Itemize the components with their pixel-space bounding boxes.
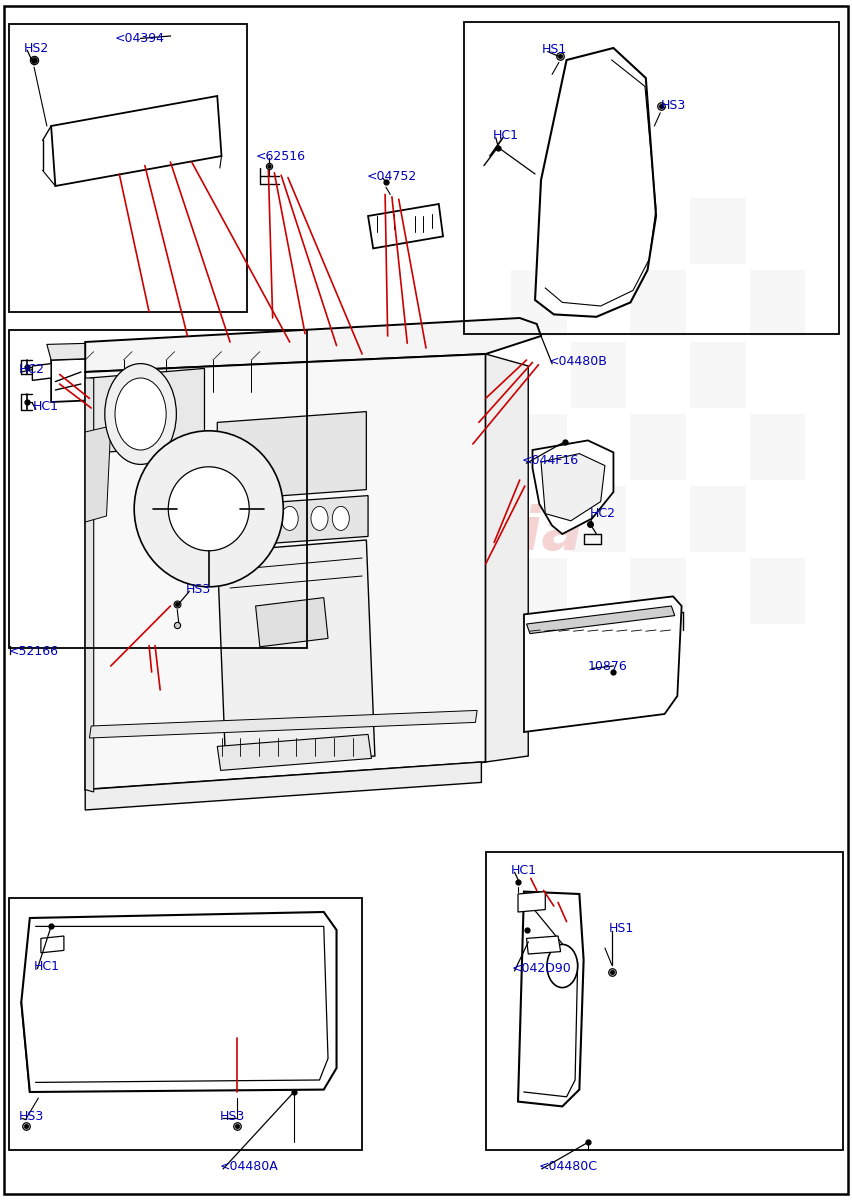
Text: HS1: HS1	[542, 43, 567, 55]
Bar	[630, 270, 686, 336]
Text: HC2: HC2	[590, 508, 616, 520]
Polygon shape	[527, 606, 675, 634]
Polygon shape	[21, 912, 337, 1092]
Text: <04480C: <04480C	[538, 1160, 597, 1172]
Circle shape	[547, 944, 578, 988]
Polygon shape	[518, 892, 545, 912]
Text: <62516: <62516	[256, 150, 306, 162]
Polygon shape	[217, 412, 366, 500]
Text: HC2: HC2	[19, 364, 45, 376]
Text: <04480B: <04480B	[549, 355, 607, 367]
Text: <52166: <52166	[9, 646, 59, 658]
Text: HS3: HS3	[186, 583, 211, 595]
Bar	[630, 558, 686, 624]
Circle shape	[105, 364, 176, 464]
Bar	[571, 342, 626, 408]
Polygon shape	[524, 596, 682, 732]
Bar	[750, 414, 805, 480]
Text: HS1: HS1	[608, 923, 634, 935]
Text: 10876: 10876	[588, 660, 628, 672]
Polygon shape	[32, 364, 51, 380]
Polygon shape	[535, 48, 656, 317]
Polygon shape	[532, 440, 613, 534]
Bar	[690, 198, 746, 264]
Bar	[9, 24, 247, 312]
Bar	[750, 270, 805, 336]
Bar	[9, 898, 362, 1150]
Polygon shape	[47, 338, 281, 360]
Bar	[630, 414, 686, 480]
Bar	[690, 342, 746, 408]
Text: HC1: HC1	[511, 864, 538, 876]
Circle shape	[230, 506, 247, 530]
Circle shape	[256, 506, 273, 530]
Polygon shape	[518, 892, 584, 1106]
Text: scuderia: scuderia	[290, 504, 584, 564]
Ellipse shape	[135, 431, 283, 587]
Polygon shape	[85, 318, 541, 372]
Text: <04752: <04752	[366, 170, 417, 182]
Polygon shape	[217, 734, 371, 770]
Polygon shape	[51, 96, 222, 186]
Circle shape	[115, 378, 166, 450]
Ellipse shape	[168, 467, 249, 551]
Polygon shape	[51, 352, 281, 402]
Bar	[750, 558, 805, 624]
Polygon shape	[217, 496, 368, 547]
Polygon shape	[486, 354, 528, 762]
Bar	[486, 852, 843, 1150]
Text: HC1: HC1	[32, 401, 59, 413]
Bar	[690, 486, 746, 552]
Polygon shape	[41, 936, 64, 953]
Polygon shape	[85, 354, 486, 790]
Polygon shape	[217, 540, 375, 768]
Text: HS3: HS3	[19, 1110, 44, 1122]
Polygon shape	[541, 454, 605, 521]
Text: <044F16: <044F16	[521, 455, 579, 467]
Polygon shape	[256, 598, 328, 647]
Text: <04480A: <04480A	[220, 1160, 279, 1172]
Bar	[9, 330, 307, 648]
Text: <04394: <04394	[115, 32, 165, 44]
Polygon shape	[85, 426, 111, 522]
Polygon shape	[89, 368, 204, 454]
Text: HS2: HS2	[24, 42, 49, 54]
Circle shape	[332, 506, 349, 530]
Text: <042D90: <042D90	[511, 962, 571, 974]
Polygon shape	[85, 378, 94, 792]
Text: HC1: HC1	[34, 960, 60, 972]
Text: Ca: Ca	[128, 593, 182, 631]
Text: HC1: HC1	[492, 130, 519, 142]
Circle shape	[311, 506, 328, 530]
Circle shape	[281, 506, 298, 530]
Bar	[511, 558, 567, 624]
Bar	[511, 414, 567, 480]
Bar	[571, 198, 626, 264]
Polygon shape	[89, 710, 477, 738]
Polygon shape	[85, 762, 481, 810]
Polygon shape	[368, 204, 443, 248]
Bar	[464, 22, 839, 334]
Polygon shape	[527, 936, 561, 954]
Text: HS3: HS3	[220, 1110, 245, 1122]
Bar	[511, 270, 567, 336]
Bar	[571, 486, 626, 552]
Text: HS3: HS3	[660, 100, 686, 112]
